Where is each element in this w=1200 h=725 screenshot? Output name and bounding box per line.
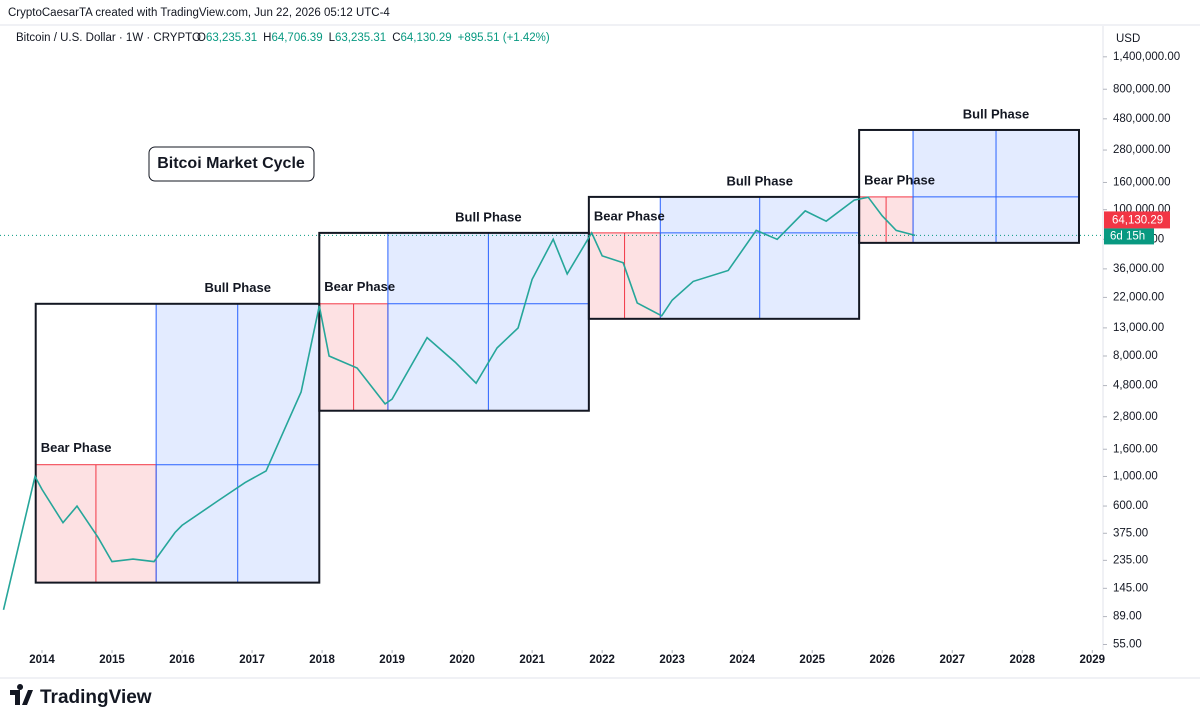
x-tick-label: 2014 <box>29 654 55 666</box>
ohlc-key: C <box>392 32 400 44</box>
countdown-tag <box>1104 228 1154 245</box>
y-tick-label: 600.00 <box>1113 500 1148 512</box>
title-box <box>148 146 315 182</box>
x-tick-label: 2015 <box>99 654 125 666</box>
y-tick-label: 160,000.00 <box>1113 176 1171 188</box>
last-price-label: 64,130.29 <box>1112 214 1163 226</box>
y-tick-label: 280,000.00 <box>1113 144 1171 156</box>
y-tick-label: 1,600.00 <box>1113 443 1158 455</box>
y-tick-label: 2,800.00 <box>1113 411 1158 423</box>
symbol: Bitcoin / U.S. Dollar · 1W · CRYPTO <box>16 32 201 44</box>
cycle-box <box>34 302 321 584</box>
ohlc-key: L <box>329 32 336 44</box>
y-tick-label: 22,000.00 <box>1113 291 1164 303</box>
x-tick-label: 2023 <box>659 654 685 666</box>
phase-label: Bull Phase <box>963 106 1029 121</box>
ohlc-key: O <box>197 32 206 44</box>
x-tick-label: 2025 <box>799 654 825 666</box>
y-tick-label: 235.00 <box>1113 554 1148 566</box>
ohlc-key: H <box>263 32 271 44</box>
x-tick-label: 2020 <box>449 654 475 666</box>
brand: TradingView <box>40 687 152 708</box>
ohlc-value: 63,235.31 <box>335 32 386 44</box>
countdown: 6d 15h <box>1110 230 1145 242</box>
x-tick-label: 2022 <box>589 654 615 666</box>
price-change: +895.51 (+1.42%) <box>458 32 550 44</box>
last-price-tag <box>1104 211 1170 229</box>
y-tick-label: 8,000.00 <box>1113 350 1158 362</box>
price-line <box>2 196 916 610</box>
x-tick-label: 2017 <box>239 654 265 666</box>
phase-label: Bull Phase <box>455 209 521 224</box>
x-tick-label: 2019 <box>379 654 405 666</box>
x-tick-label: 2028 <box>1009 654 1035 666</box>
y-tick-label: 89.00 <box>1113 611 1142 623</box>
ohlc-value: 64,706.39 <box>271 32 322 44</box>
phase-label: Bear Phase <box>864 172 935 187</box>
y-tick-label: 145.00 <box>1113 582 1148 594</box>
plot-area: Bear Phase Bull Phase Bear Phase Bull Phase… <box>2 106 1080 610</box>
cycle-box <box>587 195 861 320</box>
y-tick-label: 55.00 <box>1113 639 1142 651</box>
ohlc-value: 64,130.29 <box>401 32 452 44</box>
chart-title: Bitcoi Market Cycle <box>157 155 305 172</box>
x-tick-label: 2027 <box>939 654 965 666</box>
y-tick-label: 480,000.00 <box>1113 113 1171 125</box>
brand-logo <box>10 684 33 705</box>
x-tick-label: 2024 <box>729 654 755 666</box>
x-tick-label: 2021 <box>519 654 545 666</box>
phase-label: Bear Phase <box>594 208 665 223</box>
y-tick-label: 36,000.00 <box>1113 263 1164 275</box>
x-tick-label: 2016 <box>169 654 195 666</box>
x-tick-label: 2018 <box>309 654 335 666</box>
y-tick-label: 4,800.00 <box>1113 380 1158 392</box>
x-tick-label: 2026 <box>869 654 895 666</box>
y-tick-label: 800,000.00 <box>1113 83 1171 95</box>
attribution: CryptoCaesarTA created with TradingView.… <box>8 7 390 19</box>
y-tick-label: 13,000.00 <box>1113 322 1164 334</box>
phase-label: Bull Phase <box>726 173 792 188</box>
phase-label: Bear Phase <box>324 279 395 294</box>
ohlc-value: 63,235.31 <box>206 32 257 44</box>
ohlc: O 63,235.31 H 64,706.39 L 63,235.31 C 64,130.29… <box>197 32 550 44</box>
y-tick-label: 1,400,000.00 <box>1113 51 1180 63</box>
currency: USD <box>1116 33 1140 45</box>
cycle-box <box>858 128 1080 244</box>
phase-label: Bull Phase <box>204 280 270 295</box>
y-tick-label: 375.00 <box>1113 527 1148 539</box>
cycle-box <box>318 231 590 412</box>
y-tick-label: 1,000.00 <box>1113 470 1158 482</box>
x-tick-label: 2029 <box>1080 654 1106 666</box>
phase-label: Bear Phase <box>41 440 112 455</box>
